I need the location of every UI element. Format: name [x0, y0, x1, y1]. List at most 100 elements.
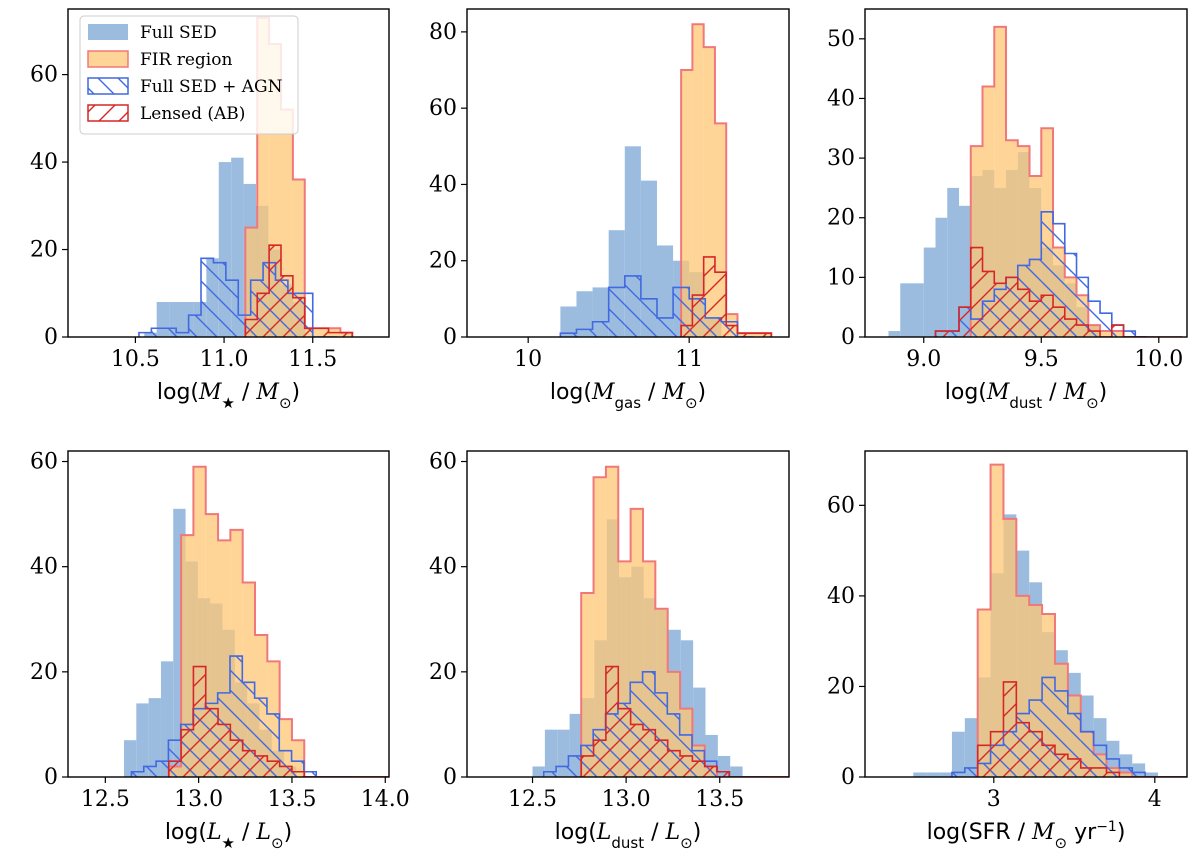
bar — [581, 592, 594, 777]
bar — [1029, 731, 1043, 777]
bar — [1080, 731, 1094, 777]
y-tick-label: 40 — [429, 555, 457, 580]
bar — [218, 724, 231, 777]
bar — [280, 275, 293, 337]
bar — [1093, 767, 1107, 777]
bar — [292, 297, 305, 337]
bar — [257, 17, 270, 337]
bar — [605, 666, 619, 777]
x-tick-label: 4 — [1148, 787, 1162, 812]
series-4-bars — [680, 256, 773, 337]
bar — [556, 766, 569, 777]
bar — [1111, 325, 1124, 337]
bar — [1006, 277, 1018, 337]
bar — [1053, 307, 1065, 337]
bar — [1067, 758, 1081, 777]
bar — [291, 771, 305, 777]
legend-swatch — [88, 24, 128, 40]
axes-frame — [466, 8, 790, 338]
bar — [737, 333, 749, 337]
series-outline — [934, 246, 1148, 337]
legend: Full SED FIR region Full SED + AGN Lensed (… — [79, 15, 299, 135]
bar — [188, 315, 202, 337]
bar — [1041, 211, 1054, 337]
bar — [592, 321, 609, 337]
bar — [926, 772, 940, 777]
y-tick-label: 20 — [827, 674, 855, 699]
bar — [970, 146, 983, 337]
bar — [1054, 754, 1068, 777]
legend-item: Lensed (AB) — [87, 104, 245, 124]
bar — [123, 740, 137, 777]
bar — [990, 464, 1004, 777]
bar — [681, 325, 693, 337]
bar — [557, 729, 570, 777]
legend-swatch — [87, 50, 129, 68]
x-tick-label: 13.5 — [267, 787, 316, 812]
bar — [964, 718, 978, 777]
bar — [543, 771, 557, 777]
bar — [168, 761, 182, 777]
bar — [1029, 259, 1042, 337]
bar — [279, 766, 292, 777]
bar — [923, 247, 936, 337]
panel-dust-luminosity: 0 20 40 60 12.5 13.0 13.5 log(Ldust / L⊙) — [429, 450, 790, 852]
panel-dust-mass: 0 10 20 30 40 50 9.0 9.5 10.0 log(Mdust / M⊙) — [827, 8, 1188, 412]
bar — [269, 43, 281, 337]
legend-swatch — [87, 77, 129, 95]
bar — [714, 272, 727, 337]
bar — [267, 761, 280, 777]
bar — [900, 283, 913, 337]
bar — [1132, 772, 1146, 777]
panel-stellar-mass: 0 20 40 60 10.5 11.0 11.5 log(M★ / M⊙) — [30, 8, 390, 412]
x-tick-label: 13.5 — [695, 787, 744, 812]
bar — [667, 750, 681, 777]
bar — [176, 332, 189, 337]
panel-gas-mass: 0 20 40 60 80 10 11 log(Mgas / M⊙) — [429, 8, 790, 412]
bar — [304, 328, 317, 337]
x-tick-label: 10 — [514, 347, 542, 372]
axes-frame — [466, 450, 790, 778]
bar — [692, 24, 704, 337]
x-tick-label: 14.0 — [361, 787, 410, 812]
bar — [726, 325, 738, 337]
y-tick-label: 80 — [429, 20, 457, 45]
bar — [230, 740, 243, 777]
bar — [581, 755, 594, 777]
bar — [760, 333, 772, 337]
bar — [1029, 301, 1042, 337]
bar — [193, 666, 206, 777]
bar — [630, 724, 643, 777]
bar — [138, 332, 152, 337]
bar — [935, 217, 948, 337]
y-tick-label: 0 — [44, 765, 58, 790]
bar — [225, 280, 239, 337]
bar — [913, 772, 927, 777]
x-tick-label: 12.5 — [508, 787, 557, 812]
axes-frame — [67, 8, 390, 338]
bar — [618, 708, 631, 777]
y-tick-label: 60 — [30, 63, 58, 88]
y-tick-label: 20 — [827, 206, 855, 231]
bar — [673, 287, 690, 337]
legend-label: Full SED — [140, 23, 217, 43]
bar — [990, 731, 1004, 777]
y-tick-label: 0 — [443, 325, 457, 350]
bar — [156, 761, 169, 777]
bar — [982, 271, 995, 337]
x-tick-label: 13.0 — [602, 787, 651, 812]
bar — [576, 291, 593, 337]
bar — [656, 317, 674, 337]
bar — [1053, 223, 1065, 337]
bar — [939, 772, 952, 777]
y-tick-label: 0 — [443, 765, 457, 790]
bar — [951, 731, 965, 777]
bar — [181, 729, 194, 777]
bar — [912, 283, 924, 337]
y-tick-label: 20 — [30, 238, 58, 263]
legend-item: FIR region — [87, 50, 232, 70]
legend-label: Lensed (AB) — [140, 104, 245, 124]
y-tick-label: 40 — [30, 150, 58, 175]
x-axis-label: log(SFR / M⊙ yr−1) — [927, 819, 1126, 852]
bar — [1076, 277, 1089, 337]
